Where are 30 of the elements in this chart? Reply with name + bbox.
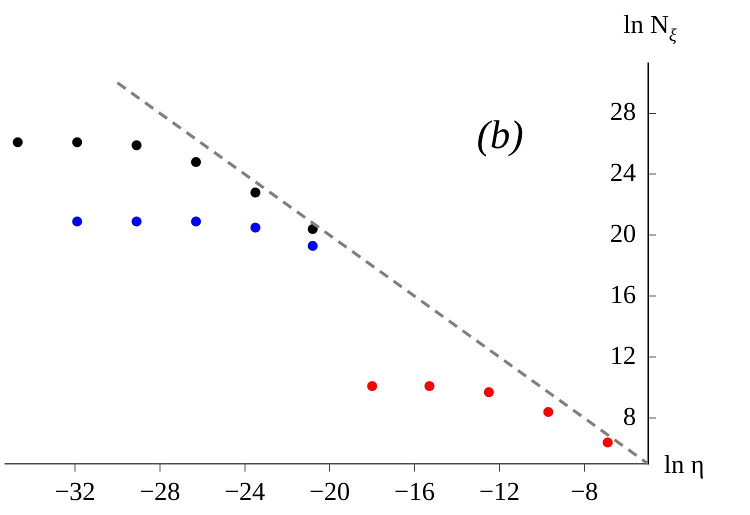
x-tick-label: −16 (394, 477, 435, 506)
x-tick-label: −24 (224, 477, 266, 506)
y-tick-label: 12 (610, 340, 636, 370)
point (190, 157, 201, 168)
point (250, 222, 260, 233)
point (367, 381, 378, 392)
y-tick-label: 8 (623, 402, 636, 431)
point (543, 406, 554, 417)
point (602, 437, 613, 448)
point (72, 137, 82, 148)
point (484, 387, 494, 398)
point (132, 140, 142, 150)
x-tick-label: −12 (479, 477, 520, 506)
point (12, 137, 23, 148)
y-tick-label: 28 (610, 97, 636, 126)
point (424, 381, 434, 392)
x-axis-title: ln η (664, 450, 704, 479)
point (250, 188, 260, 198)
x-tick-label: −20 (309, 477, 350, 506)
y-tick-label: 20 (610, 219, 636, 248)
point (132, 216, 142, 226)
point (308, 240, 318, 251)
x-tick-label: −28 (140, 477, 180, 506)
point (190, 216, 201, 226)
x-tick-label: −8 (570, 477, 598, 506)
annotation: (b) (476, 112, 524, 157)
y-tick-label: 16 (610, 280, 636, 309)
y-tick-label: 24 (610, 158, 636, 188)
x-tick-label: −32 (54, 477, 96, 506)
point (72, 216, 82, 226)
